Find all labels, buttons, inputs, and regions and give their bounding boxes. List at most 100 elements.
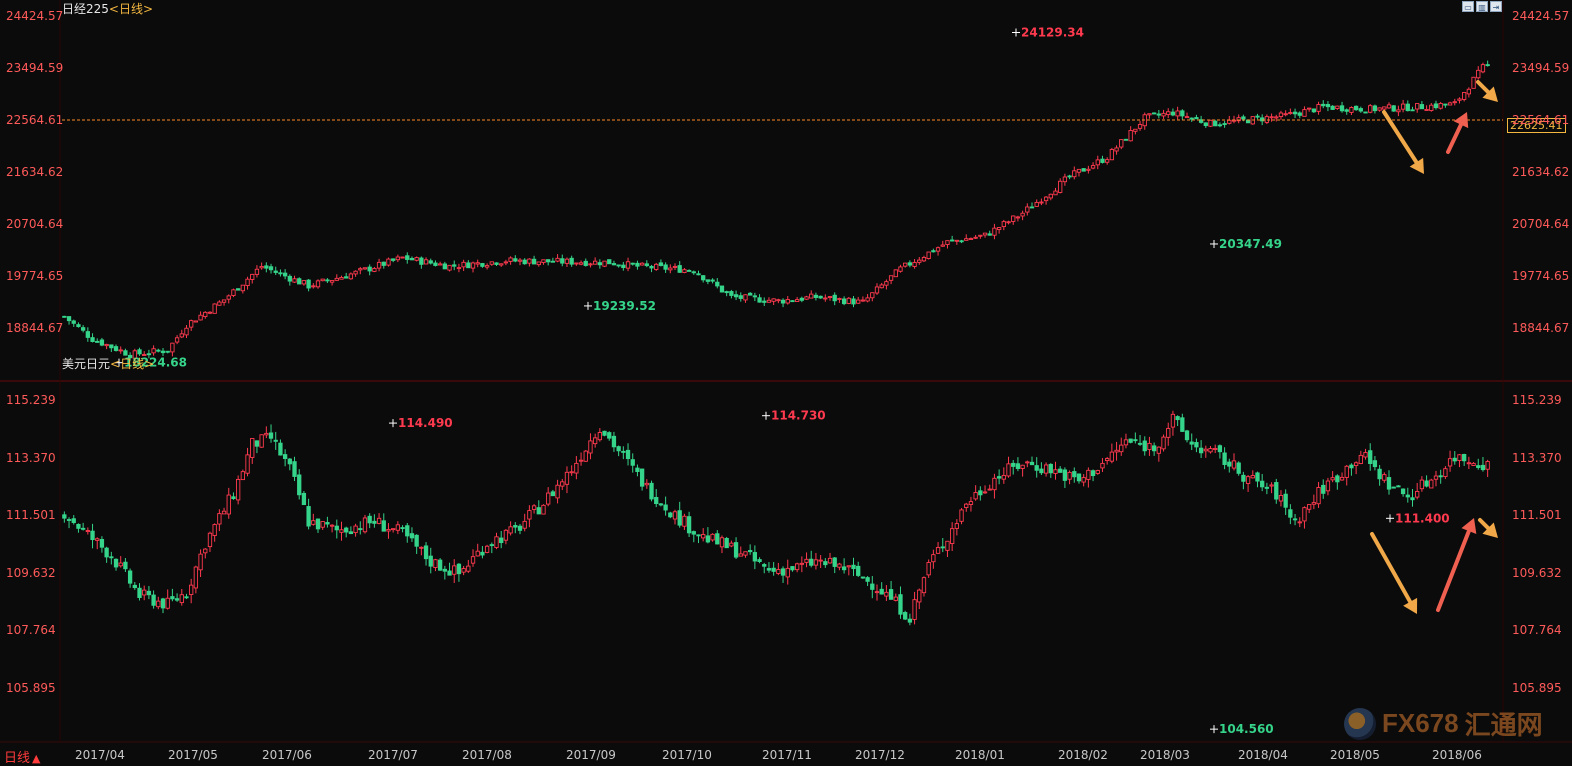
bottom-candle-body bbox=[146, 590, 152, 596]
bottom-candle-body bbox=[1175, 416, 1180, 421]
bottom-candle-body bbox=[682, 515, 687, 527]
bottom-candle-body bbox=[1255, 472, 1260, 482]
top-candle-body bbox=[1457, 98, 1462, 101]
top-candle-body bbox=[207, 311, 213, 314]
bottom-candle-body bbox=[621, 450, 626, 453]
bottom-candle-body bbox=[1208, 448, 1213, 453]
top-candle-body bbox=[1043, 196, 1049, 202]
bottom-candle-body bbox=[226, 494, 231, 515]
bottom-candle-body bbox=[1358, 454, 1363, 464]
top-candle-body bbox=[1358, 108, 1363, 112]
top-candle-body bbox=[127, 354, 133, 359]
bottom-y-tick-left: 111.501 bbox=[6, 508, 56, 523]
bottom-candle-body bbox=[813, 559, 819, 566]
layout-icon[interactable]: ▥ bbox=[1476, 1, 1488, 12]
bottom-candle-body bbox=[588, 440, 593, 454]
bottom-candle-body bbox=[1471, 462, 1476, 466]
bottom-candle-body bbox=[921, 577, 927, 594]
bottom-candle-body bbox=[452, 565, 457, 575]
top-candle-body bbox=[1419, 104, 1425, 110]
top-annotation-label: 20347.49 bbox=[1219, 237, 1282, 251]
bottom-candle-body bbox=[372, 520, 377, 524]
top-candle-body bbox=[1184, 116, 1190, 119]
bottom-candle-body bbox=[1020, 464, 1025, 469]
top-candle-body bbox=[414, 257, 419, 261]
bottom-candle-body bbox=[1344, 465, 1349, 478]
top-candle-body bbox=[1382, 106, 1387, 110]
top-y-tick-left: 22564.61 bbox=[6, 113, 64, 127]
x-tick-label: 2017/06 bbox=[262, 748, 312, 762]
top-candle-body bbox=[832, 294, 837, 302]
top-candle-body bbox=[71, 320, 76, 324]
top-candle-body bbox=[1062, 176, 1068, 183]
top-candle-body bbox=[170, 342, 175, 353]
top-candle-body bbox=[560, 258, 565, 264]
bottom-candle-body bbox=[809, 558, 814, 566]
top-candle-body bbox=[710, 279, 715, 282]
bottom-candle-body bbox=[846, 565, 851, 568]
bottom-candle-body bbox=[499, 537, 504, 544]
bottom-candle-body bbox=[1039, 468, 1044, 474]
bottom-candle-body bbox=[1100, 462, 1105, 469]
top-candle-body bbox=[733, 294, 739, 298]
bottom-candle-body bbox=[99, 538, 105, 548]
bottom-candle-body bbox=[1363, 452, 1368, 458]
bottom-candle-body bbox=[710, 533, 715, 541]
top-candle-body bbox=[381, 261, 386, 266]
window-icon[interactable]: ▭ bbox=[1462, 1, 1474, 12]
top-candle-body bbox=[85, 331, 90, 338]
top-candle-body bbox=[287, 275, 292, 282]
top-candle-body bbox=[1344, 109, 1349, 112]
top-candle-body bbox=[611, 263, 617, 266]
bottom-candle-body bbox=[1288, 509, 1293, 518]
top-candle-body bbox=[1222, 123, 1227, 126]
top-candle-body bbox=[109, 344, 114, 349]
bottom-candle-body bbox=[1058, 468, 1063, 473]
exit-icon[interactable]: ⇥ bbox=[1490, 1, 1502, 12]
top-candle-body bbox=[1001, 221, 1006, 228]
bottom-candle-body bbox=[325, 522, 330, 525]
bottom-candle-body bbox=[926, 562, 931, 576]
top-candle-body bbox=[921, 256, 927, 262]
bottom-candle-body bbox=[578, 459, 584, 462]
top-candle-body bbox=[1090, 165, 1096, 169]
bottom-trend-arrow-up bbox=[1436, 529, 1471, 612]
bottom-candle-body bbox=[884, 591, 889, 597]
bottom-candle-body bbox=[236, 479, 241, 501]
top-candle-body bbox=[1006, 221, 1011, 224]
bottom-candle-body bbox=[654, 496, 659, 505]
top-candle-body bbox=[870, 292, 875, 299]
top-candle-body bbox=[142, 354, 147, 356]
bottom-trend-arrow-down bbox=[1370, 532, 1413, 604]
bottom-candle-body bbox=[954, 523, 959, 529]
top-candle-body bbox=[1391, 105, 1396, 112]
top-candle-body bbox=[583, 260, 588, 266]
top-candle-body bbox=[395, 256, 401, 261]
top-candle-body bbox=[353, 270, 358, 275]
bottom-candle-body bbox=[517, 525, 523, 531]
bottom-y-tick-left: 105.895 bbox=[6, 681, 56, 695]
bottom-y-tick-left: 109.632 bbox=[6, 565, 56, 580]
top-candle-body bbox=[564, 258, 570, 264]
bottom-candle-body bbox=[1011, 462, 1016, 467]
top-candle-body bbox=[1410, 109, 1415, 112]
top-candle-body bbox=[217, 301, 222, 306]
top-candle-body bbox=[221, 299, 227, 303]
bottom-candle-body bbox=[193, 566, 199, 589]
bottom-y-tick-right: 113.370 bbox=[1512, 450, 1562, 465]
bottom-candle-body bbox=[315, 518, 321, 530]
bottom-candle-body bbox=[212, 524, 217, 537]
top-candle-body bbox=[1452, 101, 1457, 104]
bottom-candle-body bbox=[301, 492, 307, 506]
bottom-candle-body bbox=[841, 566, 847, 571]
top-candle-body bbox=[705, 279, 711, 282]
bottom-candle-body bbox=[729, 542, 734, 547]
bottom-candle-body bbox=[1095, 470, 1100, 474]
bottom-candle-body bbox=[395, 524, 401, 531]
top-candle-body bbox=[113, 346, 119, 351]
top-candle-body bbox=[189, 320, 194, 328]
period-switch-button[interactable]: 日线 ▲ bbox=[4, 747, 40, 766]
bottom-candle-body bbox=[437, 559, 443, 571]
top-candle-body bbox=[118, 349, 123, 352]
